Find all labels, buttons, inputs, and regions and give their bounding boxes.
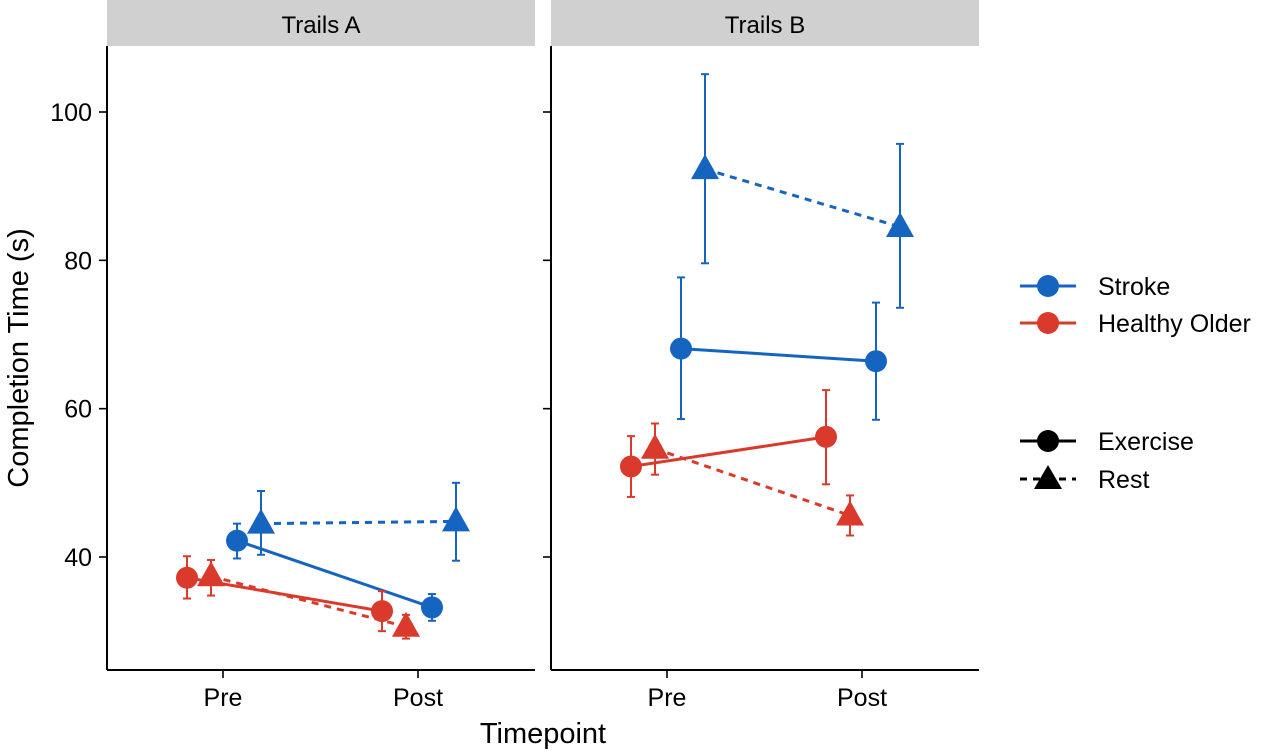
trails-b-stroke-rest-point-post (886, 211, 914, 237)
panel-a-x-tick-label-pre: Pre (204, 684, 243, 712)
legend-stroke-label: Stroke (1098, 273, 1170, 301)
trails-b-healthy-older-exercise-line (630, 435, 827, 468)
legend-group: Stroke Healthy Older (1020, 273, 1251, 338)
strip-trails-b-label: Trails B (725, 12, 805, 39)
trails-b-healthy-older-exercise-point-pre (620, 455, 642, 478)
trails-b-stroke-rest-point-pre (691, 154, 719, 180)
data-layer (176, 73, 914, 640)
legend-exercise-point (1037, 430, 1059, 452)
x-axis-title: Timepoint (480, 718, 606, 750)
trails-b-healthy-older-exercise-point-post (815, 425, 837, 448)
trails-b-healthy-older-rest-line (654, 447, 851, 517)
trails-b-healthy-older-rest-point-post (836, 500, 864, 526)
y-axis-ticks: 40 60 80 100 (50, 99, 551, 572)
trails-a-stroke-rest-line (260, 519, 457, 526)
trails-a-stroke-rest-point-pre (247, 508, 275, 534)
trails-b-healthy-older-rest-point-pre (641, 433, 669, 459)
strip-trails-a-label: Trails A (281, 12, 360, 39)
panel-a-x-tick-label-post: Post (393, 684, 443, 712)
trails-b-stroke-exercise-line (680, 347, 877, 363)
y-tick-label-80: 80 (64, 247, 92, 275)
legend-rest-label: Rest (1098, 466, 1149, 494)
panel-b-x-tick-label-post: Post (837, 684, 887, 712)
y-tick-label-100: 100 (50, 99, 92, 127)
legend-rest-point (1034, 465, 1062, 489)
strip-trails-b-bg (551, 0, 979, 46)
trails-a-healthy-older-exercise-point-post (371, 600, 393, 623)
trails-a-stroke-rest-point-post (442, 506, 470, 532)
y-axis-title: Completion Time (s) (3, 228, 35, 487)
trails-a-healthy-older-rest-point-post (392, 611, 420, 637)
trails-a-healthy-older-exercise-point-pre (176, 566, 198, 589)
panel-b-x-tick-label-pre: Pre (648, 684, 687, 712)
legend-condition: Exercise Rest (1020, 428, 1194, 494)
strip-trails-a-bg (107, 0, 535, 46)
legend-stroke-point (1037, 275, 1059, 297)
trails-b-stroke-exercise-point-post (865, 350, 887, 373)
trails-b-stroke-exercise-point-pre (670, 337, 692, 360)
trails-a-healthy-older-rest-point-pre (197, 561, 225, 587)
trails-a-stroke-exercise-line (236, 539, 433, 609)
legend-healthy-older-point (1037, 312, 1059, 334)
y-tick-label-40: 40 (64, 544, 92, 572)
trails-b-stroke-rest-line (704, 167, 901, 229)
trails-a-stroke-exercise-point-post (421, 596, 443, 619)
legend-exercise-label: Exercise (1098, 428, 1194, 456)
legend-healthy-older-label: Healthy Older (1098, 310, 1251, 338)
y-tick-label-60: 60 (64, 396, 92, 424)
trails-a-stroke-exercise-point-pre (226, 529, 248, 552)
